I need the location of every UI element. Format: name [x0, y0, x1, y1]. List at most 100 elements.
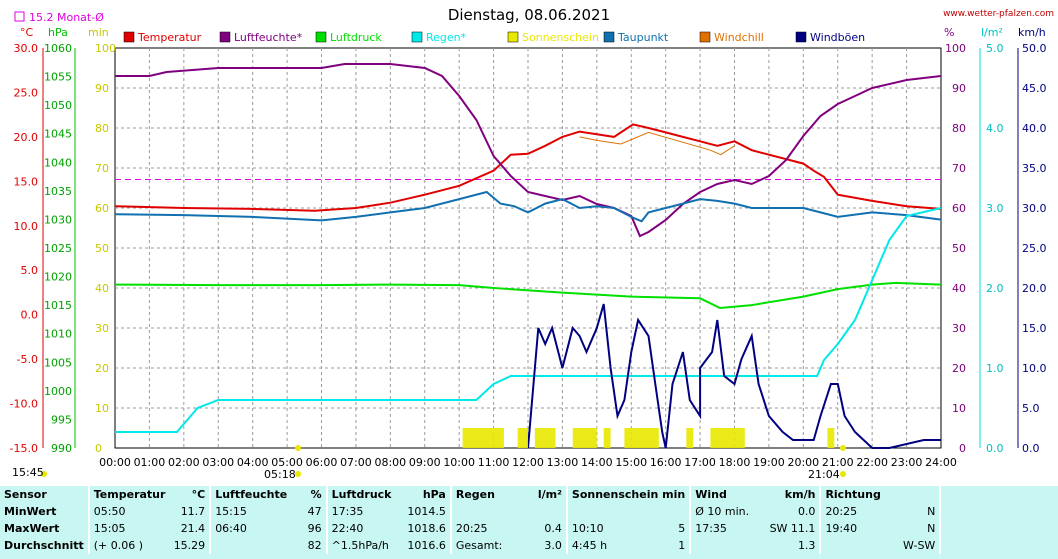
chart-title: Dienstag, 08.06.2021 — [448, 6, 610, 24]
hdr-humidity: Luftfeuchte — [209, 486, 292, 503]
hpa-tick: 1035 — [44, 185, 72, 198]
sunset-label: 21:04 — [808, 468, 840, 481]
min-tick: 40 — [95, 282, 109, 295]
rain-tick: 3.0 — [986, 202, 1004, 215]
summary-row: Durchschnitt (+ 0.06 ) 15.29 82 ^1.5hPa/h 101… — [0, 537, 1058, 554]
rain-tick: 1.0 — [986, 362, 1004, 375]
cell-press-time: 22:40 — [325, 520, 404, 537]
cell-temp-time: 15:05 — [87, 520, 170, 537]
time-tick: 04:00 — [237, 456, 269, 469]
time-tick: 17:00 — [684, 456, 716, 469]
temp-tick: 30.0 — [14, 42, 39, 55]
time-tick: 06:00 — [306, 456, 338, 469]
legend-label: Regen* — [426, 31, 467, 44]
series-windchill — [579, 131, 735, 156]
humidity-tick: 100 — [945, 42, 966, 55]
cell--end — [939, 503, 1058, 520]
cell-dir-time — [819, 537, 897, 554]
cell-label: Durchschnitt — [4, 539, 84, 552]
hdr-temperature: Temperatur — [87, 486, 170, 503]
cell-sun-time: 4:45 h — [565, 537, 658, 554]
cell-temp-val: 21.4 — [180, 522, 206, 535]
hpa-tick: 995 — [51, 413, 72, 426]
cell-wind-time — [689, 537, 766, 554]
cell-temp-val: 15.29 — [173, 539, 206, 552]
hdr-sensor: Sensor — [4, 488, 47, 501]
time-tick: 03:00 — [202, 456, 234, 469]
time-tick: 07:00 — [340, 456, 372, 469]
temp-tick: 10.0 — [14, 220, 39, 233]
min-tick: 20 — [95, 362, 109, 375]
summary-table: Sensor Temperatur °C Luftfeuchte % Luftd… — [0, 486, 1058, 559]
hpa-tick: 1055 — [44, 71, 72, 84]
wind-tick: 50.0 — [1022, 42, 1047, 55]
cell-press-time: ^1.5hPa/h — [325, 537, 404, 554]
legend-swatch — [507, 31, 519, 43]
humidity-tick: 90 — [952, 82, 966, 95]
cell--end — [939, 537, 1058, 554]
sunset-icon — [840, 471, 846, 477]
cell-dir-time: 19:40 — [819, 520, 897, 537]
humidity-tick: 20 — [952, 362, 966, 375]
time-tick: 18:00 — [719, 456, 751, 469]
cell-rain-time — [449, 503, 531, 520]
wind-tick: 25.0 — [1022, 242, 1047, 255]
hdr-hum-unit: % — [310, 488, 322, 501]
rain-tick: 4.0 — [986, 122, 1004, 135]
time-tick: 20:00 — [787, 456, 819, 469]
sunshine-bar — [624, 428, 659, 448]
temp-tick: 20.0 — [14, 131, 39, 144]
rain-tick: 5.0 — [986, 42, 1004, 55]
chart-legend: Temperatur Luftfeuchte* Luftdruck Regen* Son… — [123, 31, 865, 44]
unit-min: min — [88, 26, 109, 39]
cell-dir-time: 20:25 — [819, 503, 897, 520]
time-tick: 21:00 — [822, 456, 854, 469]
temp-tick: -5.0 — [17, 353, 38, 366]
monthly-avg-icon — [14, 11, 25, 22]
humidity-tick: 80 — [952, 122, 966, 135]
wind-tick: 15.0 — [1022, 322, 1047, 335]
wind-tick: 5.0 — [1022, 402, 1040, 415]
site-url[interactable]: www.wetter-pfalzen.com — [943, 9, 1054, 19]
legend-swatch — [699, 31, 711, 43]
sunset-marker — [840, 445, 846, 451]
cell-temp-val: 11.7 — [180, 505, 206, 518]
humidity-tick: 60 — [952, 202, 966, 215]
weather-chart: 30.0 25.0 20.0 15.0 10.0 5.0 0.0 -5.0 -10.0 -15.0… — [10, 6, 1054, 481]
hdr-press-unit: hPa — [422, 488, 446, 501]
wind-tick: 0.0 — [1022, 442, 1040, 455]
temp-tick: 25.0 — [14, 86, 39, 99]
min-tick: 70 — [95, 162, 109, 175]
cell-hum-val: 96 — [307, 522, 322, 535]
hdr-rain-unit: l/m² — [537, 488, 562, 501]
min-tick: 60 — [95, 202, 109, 215]
series-luftdruck — [114, 281, 942, 310]
cell-temp-time: (+ 0.06 ) — [87, 537, 170, 554]
cell-sun-val — [657, 503, 690, 520]
humidity-tick: 70 — [952, 162, 966, 175]
series-regen — [115, 207, 942, 433]
series-luftfeuchte — [115, 63, 942, 238]
hpa-tick: 1050 — [44, 99, 72, 112]
sunshine-bar — [534, 428, 556, 448]
cell-press-time: 17:35 — [325, 503, 404, 520]
summary-header-row: Sensor Temperatur °C Luftfeuchte % Luftd… — [0, 486, 1058, 503]
cell-hum-val: 47 — [307, 505, 322, 518]
wind-tick: 35.0 — [1022, 162, 1047, 175]
sunrise-marker — [295, 445, 301, 451]
cell-hum-time: 15:15 — [209, 503, 292, 520]
temp-tick: 0.0 — [21, 309, 39, 322]
hpa-tick: 1040 — [44, 156, 72, 169]
wind-tick: 20.0 — [1022, 282, 1047, 295]
cell-wind-val: SW 11.1 — [769, 522, 816, 535]
time-tick: 08:00 — [374, 456, 406, 469]
hpa-tick: 1005 — [44, 356, 72, 369]
hpa-tick: 1020 — [44, 271, 72, 284]
legend-label: Luftdruck — [330, 31, 382, 44]
cell-press-val: 1018.6 — [407, 522, 446, 535]
hdr-wind: Wind — [689, 486, 766, 503]
humidity-tick: 40 — [952, 282, 966, 295]
hpa-tick: 1045 — [44, 128, 72, 141]
cell-label: MaxWert — [4, 522, 60, 535]
time-tick: 24:00 — [925, 456, 957, 469]
